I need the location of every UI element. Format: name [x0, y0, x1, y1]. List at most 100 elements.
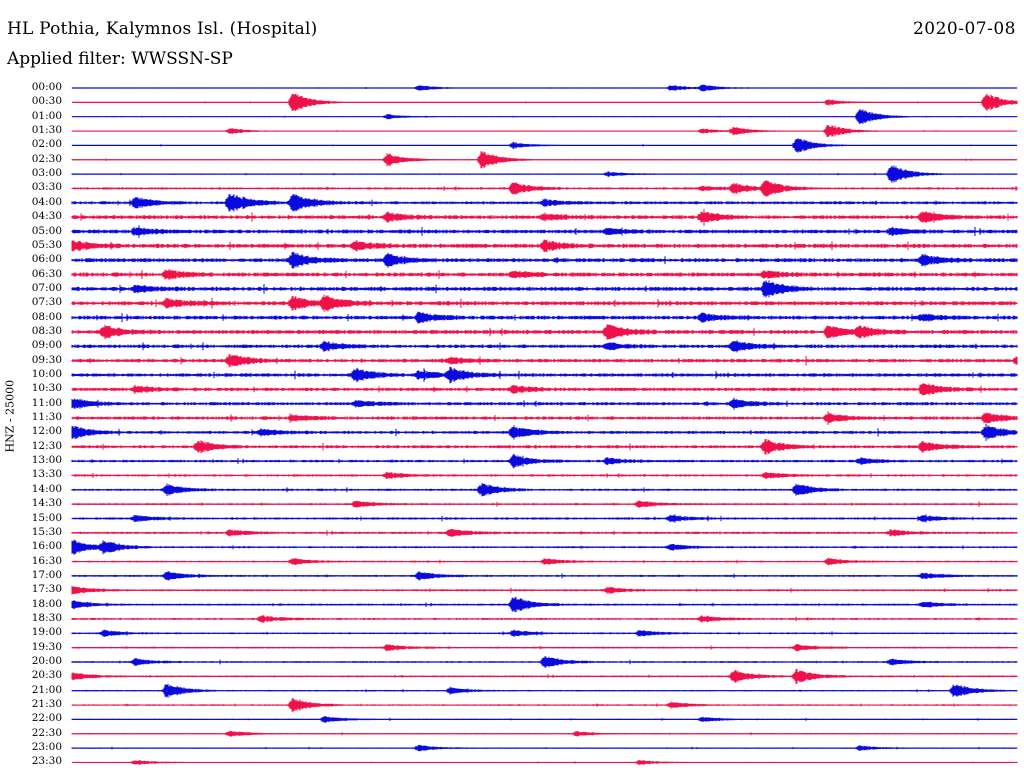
trace-2000	[71, 656, 1018, 668]
time-label: 06:30	[31, 267, 62, 280]
trace-0330	[71, 180, 1018, 197]
station-title: HL Pothia, Kalymnos Isl. (Hospital)	[7, 19, 318, 39]
time-label: 20:30	[31, 669, 62, 682]
time-label: 13:30	[31, 468, 62, 481]
trace-1130	[71, 411, 1018, 425]
trace-1600	[71, 539, 1018, 555]
trace-0230	[71, 151, 1018, 169]
time-label: 18:30	[31, 611, 62, 624]
time-label: 20:00	[31, 655, 62, 667]
time-label: 23:30	[31, 755, 62, 768]
time-label: 00:30	[31, 95, 62, 108]
trace-1830	[71, 615, 1018, 623]
trace-1800	[71, 596, 1018, 613]
trace-0530	[71, 239, 1018, 253]
time-label: 10:00	[31, 368, 62, 380]
trace-1230	[71, 438, 1018, 455]
trace-0830	[71, 324, 1018, 340]
time-label: 08:30	[31, 324, 62, 337]
trace-2230	[71, 730, 1018, 737]
trace-0130	[71, 125, 1018, 138]
trace-2330	[71, 760, 1018, 765]
trace-2030	[71, 668, 1018, 684]
trace-1930	[71, 643, 1018, 652]
time-label: 18:00	[31, 597, 62, 610]
trace-0200	[71, 138, 1018, 153]
time-label: 01:00	[31, 109, 62, 122]
trace-1700	[71, 571, 1018, 581]
time-label: 01:30	[31, 124, 62, 137]
time-label: 04:30	[31, 210, 62, 223]
trace-1730	[71, 585, 1018, 595]
trace-1000	[71, 366, 1018, 384]
time-label: 15:30	[31, 525, 62, 538]
filter-label: Applied filter: WWSSN-SP	[7, 49, 233, 69]
trace-0500	[71, 225, 1018, 238]
trace-1900	[71, 629, 1018, 637]
time-label: 19:30	[31, 640, 62, 653]
trace-2100	[71, 683, 1018, 698]
trace-1530	[71, 529, 1018, 537]
trace-0900	[71, 340, 1018, 353]
time-label: 11:30	[31, 411, 62, 424]
trace-1400	[71, 483, 1018, 497]
time-label: 14:30	[31, 497, 62, 510]
time-label: 09:00	[31, 339, 62, 352]
time-label: 15:00	[31, 511, 62, 524]
trace-1430	[71, 500, 1018, 508]
time-label: 19:00	[31, 626, 62, 639]
time-label: 21:30	[31, 698, 62, 711]
trace-0700	[71, 280, 1018, 298]
time-label: 03:00	[31, 167, 62, 180]
trace-2300	[71, 744, 1018, 752]
time-label: 17:30	[31, 583, 62, 596]
trace-0930	[71, 353, 1018, 368]
time-label: 04:00	[31, 195, 62, 208]
trace-0630	[71, 269, 1018, 281]
trace-2130	[71, 697, 1018, 713]
time-label: 05:00	[31, 224, 62, 237]
time-label: 09:30	[31, 353, 62, 366]
time-label: 07:00	[31, 281, 62, 294]
time-label: 14:00	[31, 482, 62, 495]
time-label: 00:00	[31, 81, 62, 93]
time-label: 02:00	[31, 138, 62, 151]
trace-1100	[71, 397, 1018, 410]
trace-0600	[71, 251, 1018, 269]
date-label: 2020-07-08	[912, 19, 1016, 39]
time-label: 03:30	[31, 181, 62, 194]
time-label: 21:00	[31, 683, 62, 696]
trace-2200	[71, 716, 1018, 723]
trace-1630	[71, 557, 1018, 566]
time-label: 05:30	[31, 238, 62, 251]
trace-0100	[71, 109, 1018, 125]
time-label: 02:30	[31, 152, 62, 165]
time-label: 12:30	[31, 439, 62, 452]
time-label: 07:30	[31, 296, 62, 309]
trace-0030	[71, 93, 1018, 111]
time-label: 06:00	[31, 253, 62, 266]
time-label: 17:00	[31, 568, 62, 581]
trace-0800	[71, 311, 1018, 324]
time-label: 11:00	[31, 396, 62, 409]
time-label: 10:30	[31, 382, 62, 395]
trace-0000	[71, 84, 1018, 92]
trace-1300	[71, 453, 1018, 469]
time-label: 13:00	[31, 454, 62, 467]
trace-1330	[71, 471, 1018, 480]
time-label: 16:30	[31, 554, 62, 567]
trace-0430	[71, 208, 1018, 226]
time-label: 08:00	[31, 310, 62, 323]
trace-1500	[71, 514, 1018, 523]
trace-1030	[71, 383, 1018, 396]
trace-0300	[71, 165, 1018, 183]
trace-0400	[71, 194, 1018, 212]
time-label: 22:30	[31, 726, 62, 739]
time-label: 23:00	[31, 741, 62, 754]
trace-0730	[71, 294, 1018, 312]
time-label: 16:00	[31, 540, 62, 553]
time-label: 22:00	[31, 712, 62, 725]
time-label: 12:00	[31, 425, 62, 438]
trace-1200	[71, 423, 1018, 441]
